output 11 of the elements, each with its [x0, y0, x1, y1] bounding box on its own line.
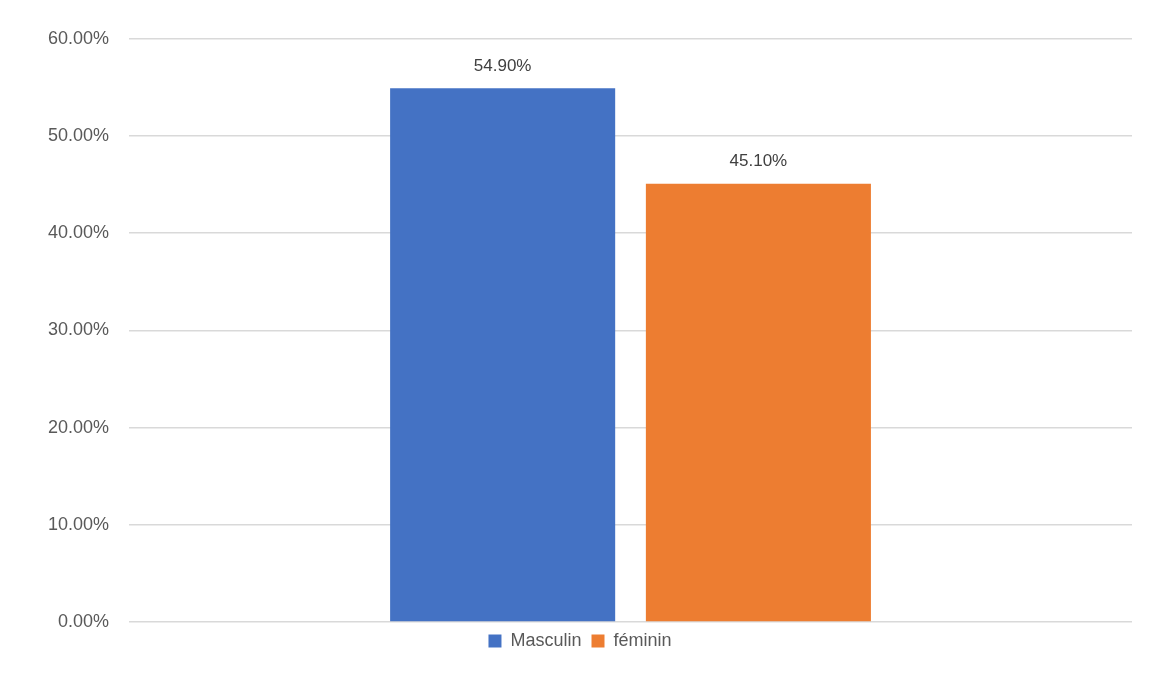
- legend-label: féminin: [613, 629, 672, 650]
- data-label: 54.90%: [473, 55, 532, 75]
- data-label: 45.10%: [729, 150, 788, 170]
- legend-label: Masculin: [510, 629, 582, 650]
- y-tick-label: 0.00%: [58, 610, 110, 631]
- y-tick-label: 50.00%: [47, 124, 110, 145]
- y-tick-label: 20.00%: [47, 416, 110, 437]
- y-tick-label: 60.00%: [47, 27, 110, 48]
- y-tick-label: 30.00%: [47, 319, 110, 340]
- y-tick-label: 40.00%: [47, 222, 110, 243]
- y-tick-label: 10.00%: [47, 513, 110, 534]
